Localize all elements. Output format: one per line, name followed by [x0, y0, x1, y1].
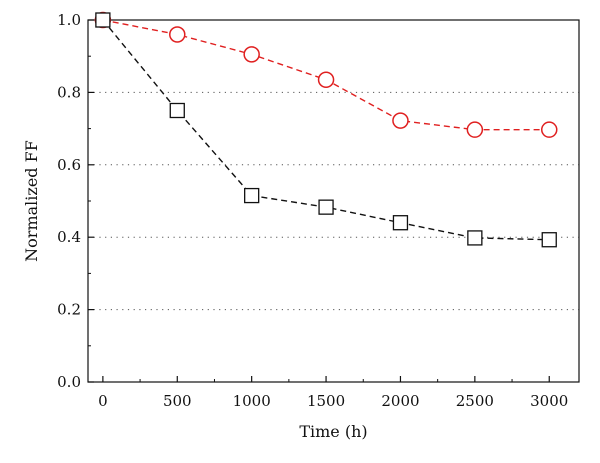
- data-point-square: [244, 187, 260, 204]
- y-tick-label: 1.0: [57, 11, 81, 29]
- y-tick-label: 0.0: [57, 373, 81, 391]
- y-tick-label: 0.6: [57, 156, 81, 174]
- data-point-square: [95, 12, 111, 28]
- x-tick-label: 0: [98, 392, 108, 410]
- gridlines: [88, 91, 579, 311]
- data-point-square: [392, 215, 409, 231]
- y-tick-label: 0.4: [57, 228, 81, 246]
- data-point-circle: [466, 121, 484, 138]
- data-point-circle: [243, 46, 260, 63]
- data-point-circle: [317, 71, 335, 88]
- y-axis-title: Normalized FF: [22, 140, 41, 262]
- data-point-circle: [540, 121, 558, 138]
- series: [94, 11, 558, 248]
- y-tick-label: 0.2: [57, 301, 81, 319]
- x-tick-label: 2500: [456, 392, 494, 410]
- x-tick-label: 1000: [233, 392, 271, 410]
- y-tick-label: 0.8: [57, 83, 81, 101]
- data-point-circle: [169, 26, 186, 43]
- x-axis-title: Time (h): [299, 422, 367, 441]
- data-point-square: [541, 232, 557, 248]
- x-tick-label: 2000: [381, 392, 419, 410]
- ticks: 0.0 0.2 0.4 0.6 0.8 1.0 0 500 1000 1500 2000 2500 30…: [57, 11, 568, 410]
- data-point-square: [169, 102, 185, 119]
- x-tick-label: 3000: [530, 392, 568, 410]
- data-point-circle: [392, 112, 409, 129]
- x-tick-label: 500: [163, 392, 192, 410]
- data-point-square: [318, 199, 334, 215]
- data-point-square: [467, 230, 483, 246]
- x-tick-label: 1500: [307, 392, 345, 410]
